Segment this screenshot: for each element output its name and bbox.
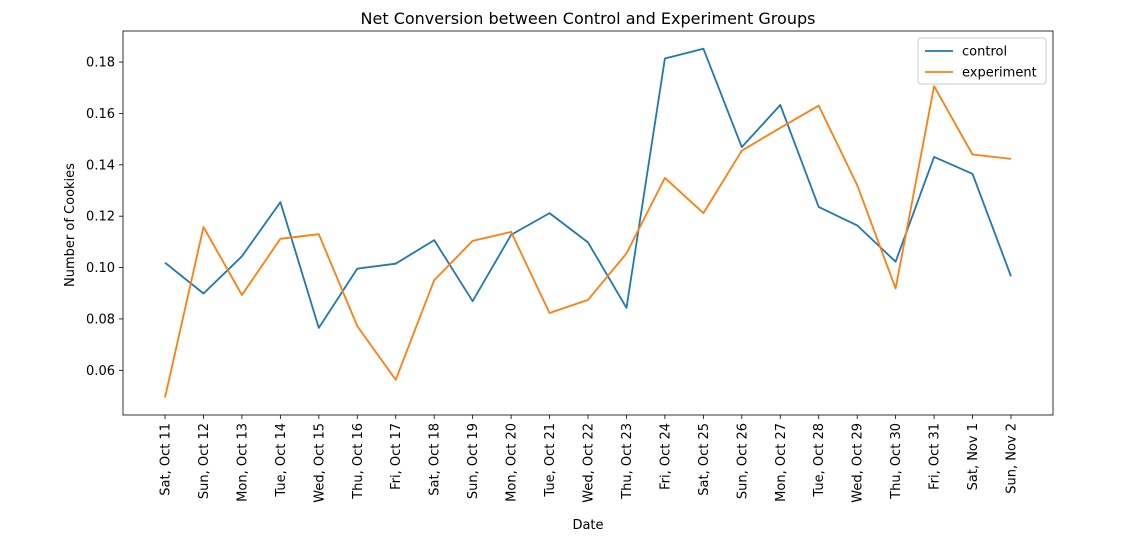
x-tick-label: Sun, Oct 19 bbox=[466, 423, 481, 499]
y-axis-label: Number of Cookies bbox=[63, 163, 78, 287]
x-tick-label: Mon, Oct 20 bbox=[505, 423, 520, 502]
series-line-control bbox=[164, 47, 1012, 329]
y-tick-label: 0.10 bbox=[86, 261, 115, 276]
x-tick-label: Thu, Oct 30 bbox=[889, 423, 904, 500]
chart-title: Net Conversion between Control and Exper… bbox=[361, 9, 816, 28]
x-tick-label: Sat, Oct 25 bbox=[697, 423, 712, 496]
x-tick-label: Fri, Oct 17 bbox=[389, 423, 404, 490]
x-tick-label: Mon, Oct 27 bbox=[774, 423, 789, 502]
x-tick-label: Wed, Oct 22 bbox=[582, 423, 597, 503]
x-tick-label: Sat, Nov 1 bbox=[966, 423, 981, 490]
y-tick-label: 0.14 bbox=[86, 158, 115, 173]
x-tick-label: Wed, Oct 29 bbox=[851, 423, 866, 503]
x-tick-label: Wed, Oct 15 bbox=[312, 423, 327, 503]
x-tick-label: Thu, Oct 23 bbox=[620, 423, 635, 500]
x-tick-label: Sat, Oct 18 bbox=[428, 423, 443, 496]
y-tick-label: 0.12 bbox=[86, 210, 115, 225]
series-line-experiment bbox=[164, 85, 1012, 398]
legend-label-control: control bbox=[962, 45, 1007, 60]
x-tick-label: Sun, Nov 2 bbox=[1005, 423, 1020, 494]
y-tick-label: 0.06 bbox=[86, 364, 115, 379]
x-tick-label: Tue, Oct 21 bbox=[543, 423, 558, 498]
legend-label-experiment: experiment bbox=[962, 66, 1037, 81]
x-tick-label: Tue, Oct 28 bbox=[812, 423, 827, 498]
x-tick-label: Mon, Oct 13 bbox=[235, 423, 250, 502]
x-tick-label: Fri, Oct 31 bbox=[928, 423, 943, 490]
x-tick-label: Thu, Oct 16 bbox=[351, 423, 366, 500]
y-tick-label: 0.16 bbox=[86, 107, 115, 122]
x-tick-label: Sun, Oct 26 bbox=[735, 423, 750, 499]
y-tick-label: 0.18 bbox=[86, 56, 115, 71]
y-tick-label: 0.08 bbox=[86, 312, 115, 327]
x-tick-label: Tue, Oct 14 bbox=[274, 423, 289, 498]
x-tick-label: Sat, Oct 11 bbox=[159, 423, 174, 496]
x-tick-label: Fri, Oct 24 bbox=[658, 423, 673, 490]
plot-area: 0.06 0.08 0.10 0.12 0.14 0.16 0.18 Sat, Oct 11 S… bbox=[86, 30, 1054, 503]
x-tick-label: Sun, Oct 12 bbox=[197, 423, 212, 499]
x-axis-label: Date bbox=[572, 518, 603, 533]
